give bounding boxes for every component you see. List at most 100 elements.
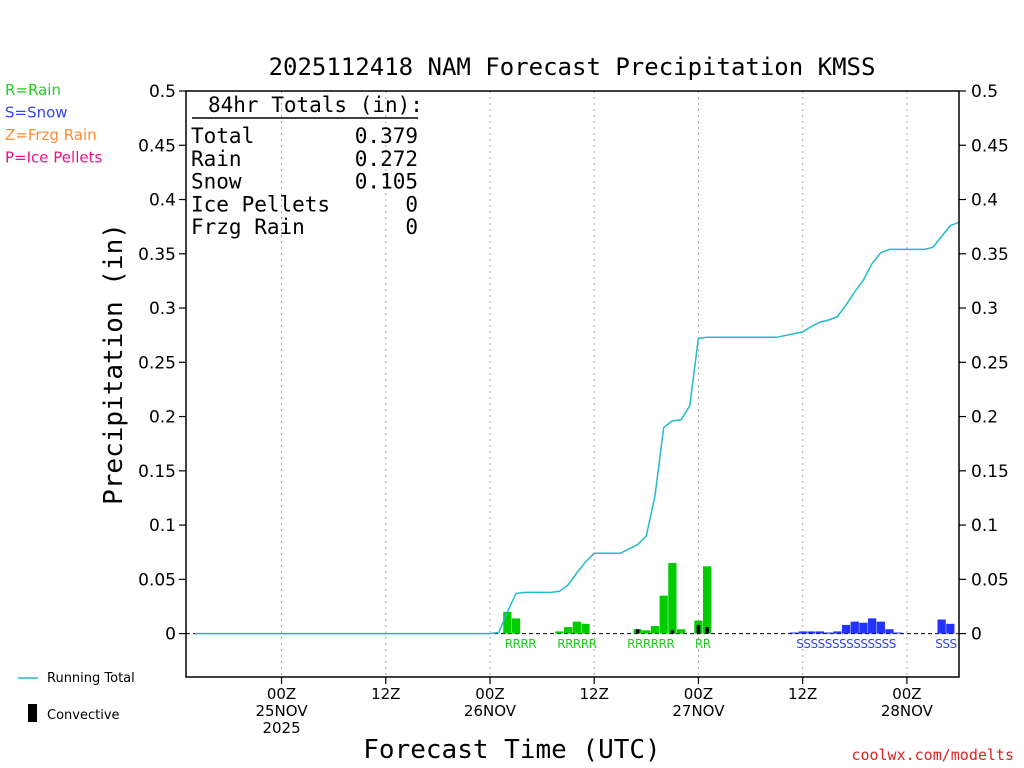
snow-bar-10 (877, 622, 885, 634)
ytick-label-left-0: 0 (165, 625, 176, 645)
key-item-3: P=Ice Pellets (5, 149, 102, 167)
legend-running-total-label: Running Total (47, 671, 135, 686)
rain-bar-9 (660, 596, 668, 634)
rain-bar-11 (677, 629, 685, 633)
totals-rows: Total 0.379 Rain 0.272 Snow 0.105 Ice Pellets 0… (191, 124, 418, 239)
running-total-polyline (195, 222, 959, 633)
ytick-label-left-10: 0.5 (149, 82, 176, 102)
precip-type-labels: RRRR RRRRR RRRRRR RR SSSSSSSSSSSSSS SSS (505, 637, 957, 651)
totals-box: 84hr Totals (in): Total 0.379 Rain 0.272 Sno… (191, 93, 423, 239)
snow-bar-12 (894, 633, 902, 634)
y-axis-ticks: 0 00.05 0.050.1 0.10.15 0.150.2 0.20.25 0.250.… (138, 82, 1009, 645)
ytick-label-right-9: 0.45 (971, 136, 1009, 156)
ytick-label-right-3: 0.15 (971, 462, 1009, 482)
xtick-label-4-0: 00Z (684, 685, 713, 703)
running-total-line (195, 222, 959, 633)
convective-bar-3 (705, 627, 709, 634)
totals-label-0: Total (191, 124, 254, 148)
snow-bar-14 (946, 624, 954, 634)
ytick-label-left-4: 0.2 (149, 408, 176, 428)
totals-label-1: Rain (191, 147, 242, 171)
chart-canvas: 2025112418 NAM Forecast Precipitation KM… (0, 0, 1024, 768)
xtick-label-5-0: 12Z (788, 685, 817, 703)
totals-label-3: Ice Pellets (191, 192, 330, 216)
ptype-label-5: SSS (935, 637, 956, 651)
convective-bar-0 (636, 629, 640, 633)
rain-bar-2 (555, 631, 563, 633)
rain-bar-13 (703, 566, 711, 633)
ytick-label-right-4: 0.2 (971, 408, 998, 428)
totals-value-1: 0.272 (355, 147, 418, 171)
xtick-label-0-0: 00Z (267, 685, 296, 703)
rain-bar-10 (668, 563, 676, 634)
xtick-label-0-2: 2025 (262, 719, 300, 737)
snow-bar-1 (799, 631, 807, 633)
rain-bar-8 (651, 626, 659, 634)
xtick-label-0-1: 25NOV (255, 702, 308, 720)
ytick-label-left-3: 0.15 (138, 462, 176, 482)
plot-frame (186, 91, 959, 677)
ytick-label-right-6: 0.3 (971, 299, 998, 319)
snow-bar-6 (842, 625, 850, 634)
ytick-label-right-2: 0.1 (971, 516, 998, 536)
totals-value-2: 0.105 (355, 170, 418, 194)
ytick-label-right-0: 0 (971, 625, 982, 645)
snow-bar-13 (938, 619, 946, 633)
ytick-label-right-10: 0.5 (971, 82, 998, 102)
rain-bar-7 (642, 630, 650, 633)
precip-bars (503, 563, 954, 634)
totals-label-4: Frzg Rain (191, 215, 305, 239)
credit-text: coolwx.com/modelts (851, 746, 1014, 764)
y-axis-label: Precipitation (in) (99, 223, 129, 505)
snow-bar-7 (851, 622, 859, 634)
rain-bar-0 (503, 612, 511, 634)
xtick-label-4-1: 27NOV (672, 702, 725, 720)
ptype-label-2: RRRRRR (627, 637, 674, 651)
ytick-label-left-9: 0.45 (138, 136, 176, 156)
rain-bar-1 (512, 618, 520, 633)
ptype-label-0: RRRR (505, 637, 537, 651)
key-item-0: R=Rain (5, 81, 61, 99)
convective-bar-1 (671, 630, 675, 633)
legend-convective: Convective (28, 704, 120, 723)
snow-bar-3 (816, 631, 824, 633)
xtick-label-6-1: 28NOV (881, 702, 934, 720)
snow-bar-9 (868, 618, 876, 633)
legend-convective-label: Convective (47, 708, 120, 723)
snow-bar-11 (885, 629, 893, 633)
snow-bar-8 (859, 623, 867, 634)
ytick-label-left-5: 0.25 (138, 353, 176, 373)
precip-type-key: R=Rain S=Snow Z=Frzg Rain P=Ice Pellets (5, 81, 102, 167)
totals-heading: 84hr Totals (in): (208, 93, 423, 117)
key-item-2: Z=Frzg Rain (5, 126, 97, 144)
snow-bar-5 (833, 631, 841, 633)
convective-bar-2 (697, 625, 701, 634)
rain-bar-4 (573, 622, 581, 634)
ytick-label-left-2: 0.1 (149, 516, 176, 536)
gridlines (186, 91, 959, 677)
totals-value-0: 0.379 (355, 124, 418, 148)
chart-title: 2025112418 NAM Forecast Precipitation KM… (269, 53, 876, 81)
snow-bar-2 (807, 631, 815, 633)
ytick-label-left-1: 0.05 (138, 570, 176, 590)
totals-value-3: 0 (405, 192, 418, 216)
rain-bar-5 (581, 624, 589, 634)
ytick-label-left-7: 0.35 (138, 245, 176, 265)
ptype-label-3: RR (695, 637, 711, 651)
totals-label-2: Snow (191, 170, 242, 194)
ptype-label-4: SSSSSSSSSSSSSS (796, 637, 896, 651)
x-axis-label: Forecast Time (UTC) (363, 735, 660, 765)
ytick-label-left-8: 0.4 (149, 191, 176, 211)
ytick-label-right-5: 0.25 (971, 353, 1009, 373)
rain-bar-3 (564, 627, 572, 634)
snow-bar-4 (825, 633, 833, 634)
snow-bar-0 (790, 633, 798, 634)
xtick-label-2-1: 26NOV (464, 702, 517, 720)
totals-value-4: 0 (405, 215, 418, 239)
ptype-label-1: RRRRR (557, 637, 596, 651)
xtick-label-3-0: 12Z (580, 685, 609, 703)
ytick-label-right-1: 0.05 (971, 570, 1009, 590)
ytick-label-left-6: 0.3 (149, 299, 176, 319)
xtick-label-6-0: 00Z (892, 685, 921, 703)
